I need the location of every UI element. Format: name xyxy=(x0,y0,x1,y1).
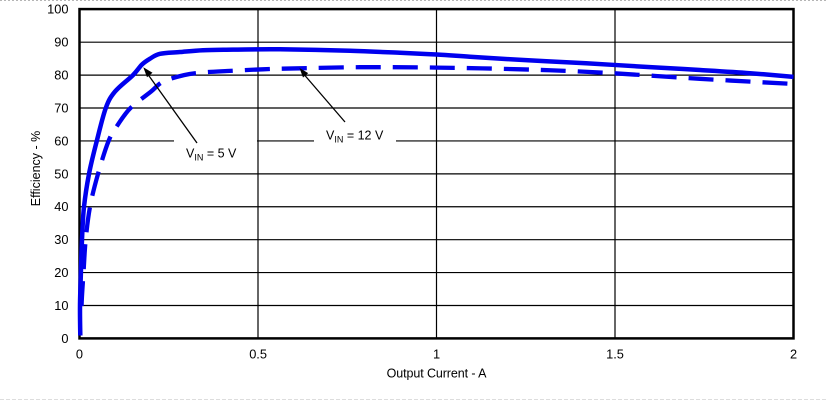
svg-text:0: 0 xyxy=(61,331,68,346)
svg-text:Output Current - A: Output Current - A xyxy=(387,367,487,381)
svg-text:40: 40 xyxy=(54,199,68,214)
svg-text:60: 60 xyxy=(54,133,68,148)
svg-text:VIN = 12 V: VIN = 12 V xyxy=(326,129,384,145)
svg-text:10: 10 xyxy=(54,298,68,313)
svg-text:90: 90 xyxy=(54,35,68,50)
svg-text:0: 0 xyxy=(76,347,83,362)
svg-text:1.5: 1.5 xyxy=(606,347,624,362)
svg-text:VIN = 5 V: VIN = 5 V xyxy=(186,147,237,163)
svg-text:20: 20 xyxy=(54,265,68,280)
svg-text:80: 80 xyxy=(54,68,68,83)
svg-text:50: 50 xyxy=(54,166,68,181)
svg-text:2: 2 xyxy=(790,347,797,362)
svg-text:0.5: 0.5 xyxy=(249,347,267,362)
svg-text:Efficiency - %: Efficiency - % xyxy=(29,131,43,207)
svg-text:30: 30 xyxy=(54,232,68,247)
svg-text:100: 100 xyxy=(47,2,68,17)
svg-text:1: 1 xyxy=(433,347,440,362)
svg-text:70: 70 xyxy=(54,100,68,115)
